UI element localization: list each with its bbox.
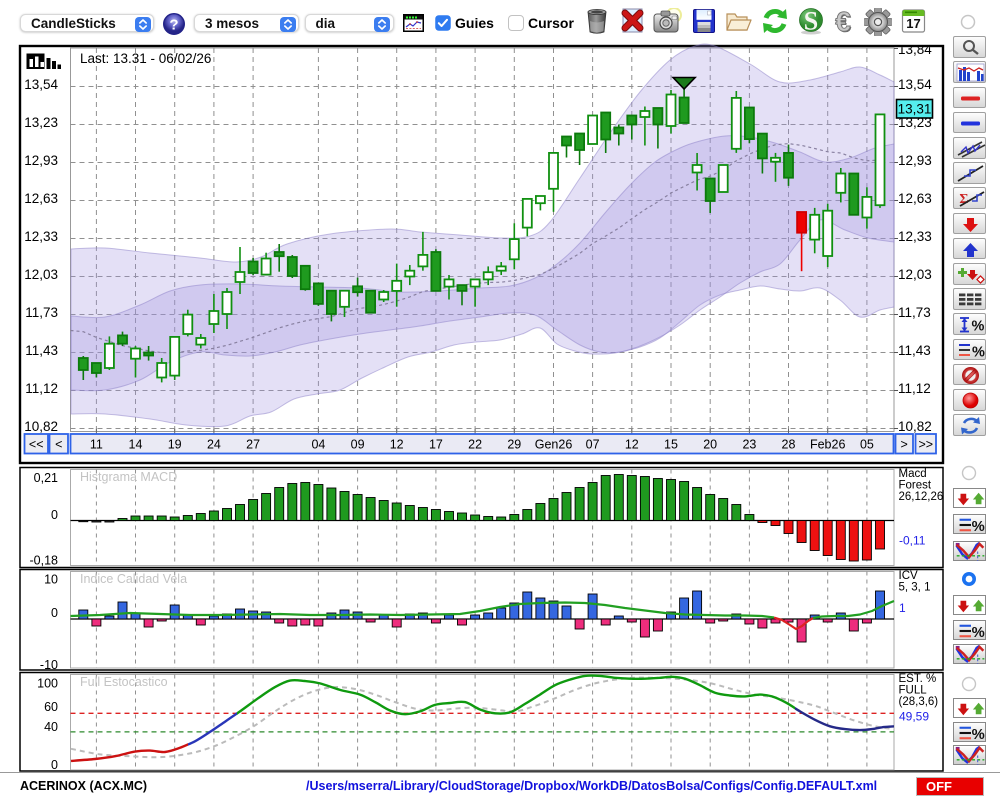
svg-text:Σ: Σ: [959, 192, 968, 207]
svg-text:%: %: [971, 519, 984, 535]
svg-text:0: 0: [51, 508, 58, 522]
svg-text:12,63: 12,63: [24, 191, 58, 206]
svg-text:11,12: 11,12: [898, 381, 931, 396]
svg-text:0: 0: [51, 758, 58, 772]
svg-text:>: >: [901, 438, 908, 452]
svg-text:05: 05: [860, 438, 874, 452]
svg-text:07: 07: [586, 438, 600, 452]
svg-text:€: €: [835, 8, 851, 35]
svg-text:12,63: 12,63: [898, 191, 932, 206]
svg-text:12: 12: [625, 438, 639, 452]
svg-text:Forest: Forest: [899, 480, 932, 492]
svg-text:S: S: [804, 8, 818, 35]
svg-text:12: 12: [390, 438, 404, 452]
svg-text:28: 28: [782, 438, 796, 452]
svg-text:13,31: 13,31: [898, 102, 932, 117]
svg-text:27: 27: [246, 438, 260, 452]
svg-text:09: 09: [351, 438, 365, 452]
svg-text:Feb26: Feb26: [810, 438, 845, 452]
svg-text:11,73: 11,73: [898, 305, 931, 320]
svg-text:Full Estocastico: Full Estocastico: [80, 675, 168, 689]
svg-text:%: %: [971, 319, 984, 335]
svg-text:11,73: 11,73: [25, 305, 58, 320]
svg-text:12,03: 12,03: [24, 267, 58, 282]
svg-text:14: 14: [129, 438, 143, 452]
svg-text:17: 17: [429, 438, 443, 452]
svg-text:19: 19: [168, 438, 182, 452]
svg-text:12,93: 12,93: [898, 153, 932, 168]
svg-text:0: 0: [51, 606, 58, 620]
svg-text:10,82: 10,82: [898, 419, 932, 434]
svg-text:22: 22: [468, 438, 482, 452]
svg-text:<: <: [55, 438, 62, 452]
svg-text:23: 23: [742, 438, 756, 452]
svg-text:04: 04: [311, 438, 325, 452]
svg-text:<<: <<: [29, 438, 44, 452]
svg-text:Macd: Macd: [899, 468, 927, 480]
svg-text:-0,18: -0,18: [30, 554, 59, 568]
svg-text:11,43: 11,43: [25, 343, 58, 358]
svg-text:EST. %: EST. %: [899, 673, 937, 685]
svg-text:12,93: 12,93: [24, 153, 58, 168]
svg-text:60: 60: [44, 700, 58, 714]
svg-text:24: 24: [207, 438, 221, 452]
svg-text:1: 1: [899, 601, 906, 615]
svg-text:Gen26: Gen26: [535, 438, 573, 452]
svg-text:12,33: 12,33: [898, 229, 932, 244]
svg-text:13,54: 13,54: [898, 77, 932, 92]
svg-text:%: %: [972, 344, 985, 360]
svg-text:5, 3, 1: 5, 3, 1: [899, 582, 931, 594]
svg-text:26,12,26: 26,12,26: [899, 491, 944, 503]
svg-text:40: 40: [44, 720, 58, 734]
svg-text:10,82: 10,82: [24, 419, 58, 434]
svg-text:>>: >>: [918, 438, 933, 452]
svg-text:11,12: 11,12: [25, 381, 58, 396]
svg-text:12,33: 12,33: [24, 229, 58, 244]
svg-text:Indice Calidad Vela: Indice Calidad Vela: [80, 572, 187, 586]
svg-text:%: %: [971, 625, 984, 641]
svg-text:11,43: 11,43: [898, 343, 931, 358]
svg-text:13,54: 13,54: [24, 77, 58, 92]
svg-text:(28,3,6): (28,3,6): [899, 696, 939, 708]
svg-text:%: %: [971, 727, 984, 743]
svg-text:100: 100: [37, 677, 58, 691]
svg-text:FULL: FULL: [899, 685, 928, 697]
svg-text:13,84: 13,84: [898, 42, 932, 57]
svg-text:29: 29: [507, 438, 521, 452]
svg-text:11: 11: [90, 438, 103, 452]
svg-text:?: ?: [169, 16, 178, 33]
svg-text:10: 10: [44, 573, 58, 587]
svg-text:-0,11: -0,11: [899, 534, 926, 548]
svg-text:13,23: 13,23: [24, 115, 58, 130]
svg-text:17: 17: [906, 16, 920, 31]
svg-text:12,03: 12,03: [898, 267, 932, 282]
svg-text:20: 20: [703, 438, 717, 452]
svg-text:0,21: 0,21: [34, 471, 58, 485]
svg-text:49,59: 49,59: [899, 710, 929, 724]
svg-text:Last: 13.31 - 06/02/26: Last: 13.31 - 06/02/26: [80, 51, 211, 66]
svg-text:-10: -10: [40, 658, 58, 672]
svg-text:ICV: ICV: [899, 570, 919, 582]
svg-text:€: €: [836, 8, 852, 35]
svg-text:15: 15: [664, 438, 678, 452]
svg-text:Histgrama MACD: Histgrama MACD: [80, 470, 177, 484]
